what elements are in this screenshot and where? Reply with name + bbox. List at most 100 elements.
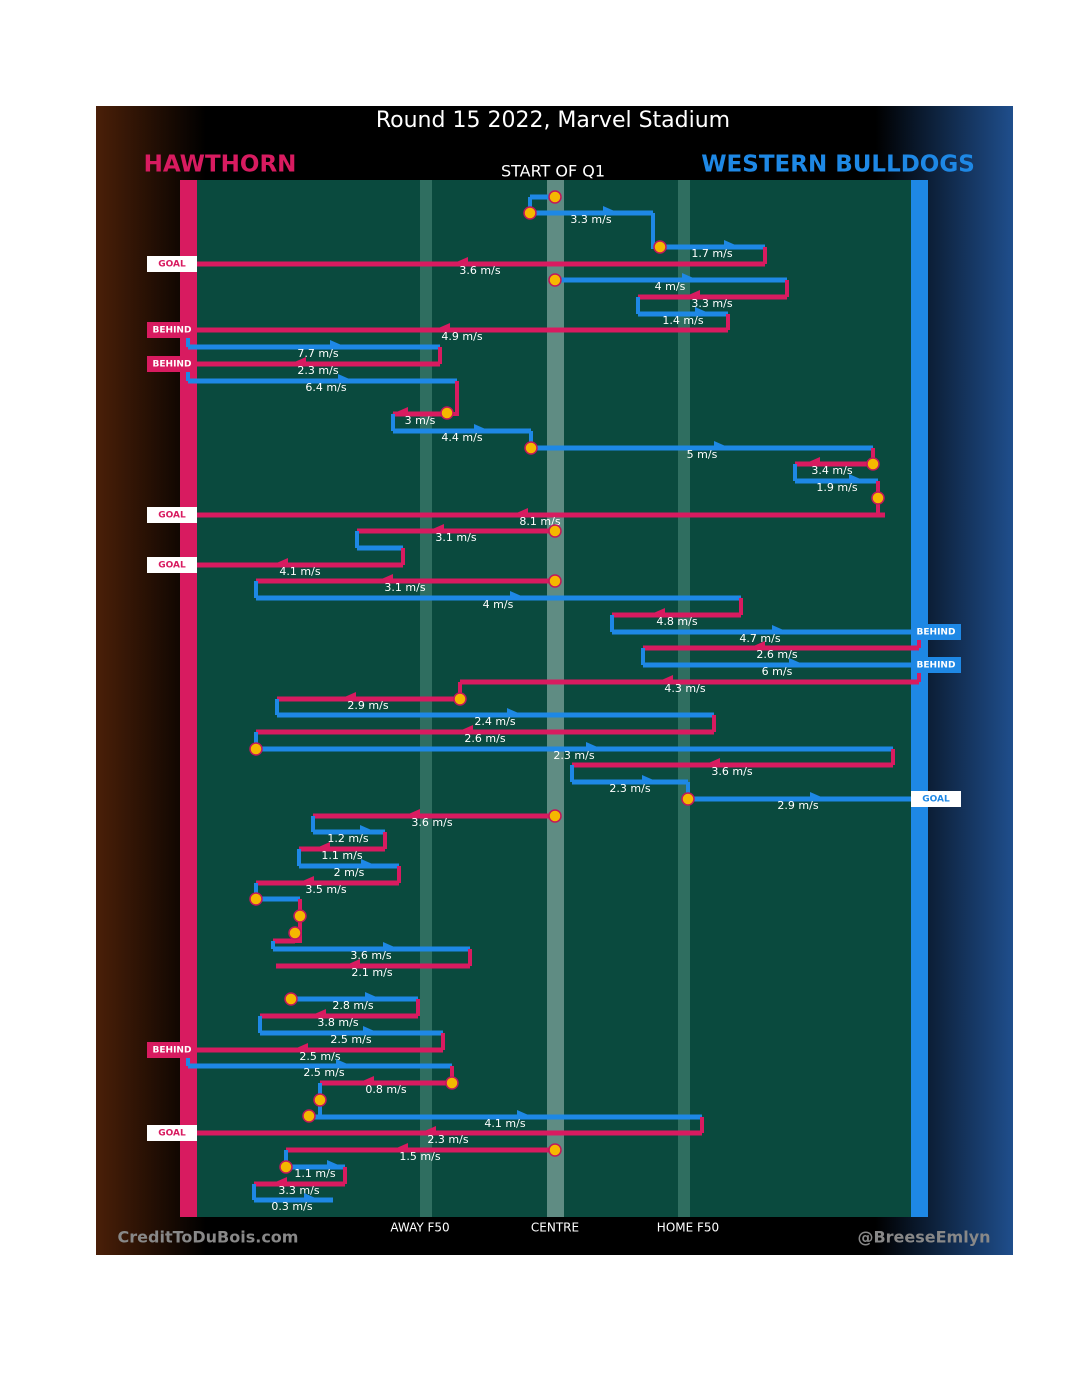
arrow (377, 574, 393, 583)
arrow (271, 1177, 287, 1186)
outcome-tag (147, 322, 197, 338)
possession-start (284, 992, 298, 1006)
outcome-tag (911, 657, 961, 673)
arrow (457, 725, 473, 734)
speed-label: 1.1 m/s (294, 1167, 335, 1180)
arrow (360, 825, 376, 834)
arrow (810, 792, 826, 801)
arrow (510, 591, 526, 600)
speed-label: 3.8 m/s (317, 1016, 358, 1029)
arrow (404, 809, 420, 818)
speed-label: 2.5 m/s (299, 1050, 340, 1063)
possession-start (548, 273, 562, 287)
arrow (304, 1193, 320, 1202)
field-label: CENTRE (531, 1221, 579, 1235)
arrow (657, 675, 673, 684)
speed-label: 4.1 m/s (484, 1117, 525, 1130)
arrow (695, 307, 711, 316)
arrow (290, 357, 306, 366)
arrow (392, 407, 408, 416)
possession-start (871, 491, 885, 505)
outcome-label: GOAL (158, 561, 186, 571)
arrow (512, 508, 528, 517)
arrow (314, 842, 330, 851)
possession-start (288, 926, 302, 940)
speed-label: 1.4 m/s (662, 314, 703, 327)
speed-label: 1.5 m/s (399, 1150, 440, 1163)
arrow (340, 692, 356, 701)
arrow (272, 558, 288, 567)
arrow (772, 625, 788, 634)
speed-label: 6.4 m/s (305, 381, 346, 394)
arrow (338, 374, 354, 383)
speed-label: 4 m/s (655, 280, 686, 293)
field-label: HOME F50 (657, 1221, 719, 1235)
outcome-label: BEHIND (153, 326, 192, 336)
arrow (428, 524, 444, 533)
speed-label: 5 m/s (687, 448, 718, 461)
speed-label: 4 m/s (483, 598, 514, 611)
arrow (749, 641, 765, 650)
outcome-label: GOAL (158, 260, 186, 270)
speed-label: 3.6 m/s (411, 816, 452, 829)
possession-start (302, 1109, 316, 1123)
hawthorn-goal-line (180, 180, 197, 1217)
possession-start (681, 792, 695, 806)
arrow (330, 340, 346, 349)
possession-start (249, 742, 263, 756)
arrow (327, 1160, 343, 1169)
period: START OF Q1 (501, 162, 605, 181)
speed-label: 3.1 m/s (435, 531, 476, 544)
arrow (298, 876, 314, 885)
possession-start (313, 1093, 327, 1107)
arrow (642, 775, 658, 784)
speed-label: 2 m/s (334, 866, 365, 879)
title: Round 15 2022, Marvel Stadium (376, 108, 730, 133)
speed-label: 7.7 m/s (297, 347, 338, 360)
possession-start (653, 240, 667, 254)
speed-label: 2.3 m/s (427, 1133, 468, 1146)
speed-label: 2.3 m/s (297, 364, 338, 377)
possession-start (548, 190, 562, 204)
possession-start (548, 574, 562, 588)
author: @BreeseEmlyn (857, 1228, 990, 1247)
speed-label: 3.3 m/s (278, 1184, 319, 1197)
outcome-label: BEHIND (153, 360, 192, 370)
speed-label: 1.9 m/s (816, 481, 857, 494)
outcome-label: GOAL (922, 795, 950, 805)
arrow (804, 457, 820, 466)
speed-label: 4.9 m/s (441, 330, 482, 343)
home-f50-line (678, 180, 690, 1217)
speed-label: 2.3 m/s (553, 749, 594, 762)
arrow (292, 1043, 308, 1052)
speed-label: 3.6 m/s (350, 949, 391, 962)
possession-start (453, 692, 467, 706)
possession-start (524, 441, 538, 455)
home-team: HAWTHORN (144, 152, 297, 178)
chains: 3.3 m/s 1.7 m/s 3.6 m/s 4 m/s 3.3 m/s 1.4 m/s… (147, 190, 961, 1213)
outcome-tag (147, 507, 197, 523)
credit: CreditToDuBois.com (118, 1228, 299, 1247)
centre-line (547, 180, 564, 1217)
possession-start (279, 1160, 293, 1174)
possession-start (548, 809, 562, 823)
speed-label: 1.7 m/s (691, 247, 732, 260)
outcome-tag (147, 356, 197, 372)
outcome-tag (911, 791, 961, 807)
field-label: AWAY F50 (390, 1221, 449, 1235)
speed-label: 2.5 m/s (303, 1066, 344, 1079)
speed-label: 2.9 m/s (777, 799, 818, 812)
arrow (724, 240, 740, 249)
speed-label: 4.3 m/s (664, 682, 705, 695)
speed-label: 4.1 m/s (279, 565, 320, 578)
bulldogs-goal-line (911, 180, 928, 1217)
speed-label: 3.5 m/s (305, 883, 346, 896)
possession-start (445, 1076, 459, 1090)
possession-start (548, 524, 562, 538)
arrow (365, 992, 381, 1001)
speed-label: 0.8 m/s (365, 1083, 406, 1096)
speed-label: 4.8 m/s (656, 615, 697, 628)
outcome-tag (147, 1042, 197, 1058)
arrow (789, 658, 805, 667)
